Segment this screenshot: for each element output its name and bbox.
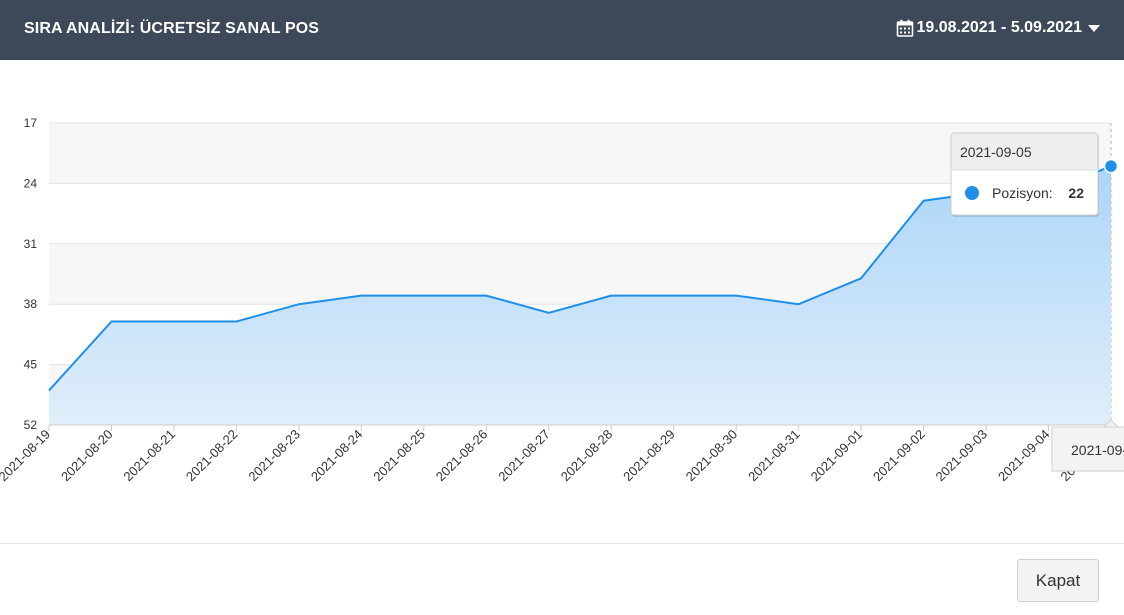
chart-tooltip: 2021-09-05 Pozisyon: 22 — [950, 132, 1099, 217]
x-tick-label: 2021-08-21 — [120, 427, 178, 485]
footer-divider — [0, 543, 1124, 544]
tooltip-label: Pozisyon: — [992, 185, 1053, 201]
x-tick-label: 2021-08-20 — [58, 427, 116, 485]
x-tick-label: 2021-08-19 — [0, 427, 53, 485]
calendar-icon — [896, 19, 913, 37]
tooltip-header-bg — [951, 133, 1098, 170]
x-tick-label: 2021-08-29 — [620, 427, 678, 485]
x-tick-label: 2021-08-25 — [370, 427, 428, 485]
caret-down-icon — [1088, 25, 1100, 32]
y-tick-label: 24 — [24, 176, 38, 190]
x-tick-label: 2021-08-30 — [683, 427, 741, 485]
tooltip-date: 2021-09-05 — [960, 144, 1032, 160]
y-tick-label: 52 — [24, 418, 38, 432]
y-tick-label: 45 — [24, 358, 38, 372]
crosshair-label: 2021-09-05 — [1051, 419, 1124, 472]
crosshair-label-text: 2021-09-05 — [1071, 442, 1124, 458]
y-tick-label: 17 — [24, 116, 38, 130]
series-points — [1103, 158, 1119, 174]
series-line — [48, 165, 1112, 392]
series-area — [49, 166, 1111, 425]
y-tick-label: 38 — [24, 297, 38, 311]
x-tick-label: 2021-08-22 — [183, 427, 241, 485]
x-tick-label: 2021-09-04 — [995, 427, 1053, 485]
x-tick-label: 2021-09-03 — [933, 427, 991, 485]
x-tick-label: 2021-08-24 — [308, 427, 366, 485]
series-point-hover — [1103, 158, 1119, 174]
tooltip-series-marker — [965, 186, 979, 200]
modal-title: SIRA ANALİZİ: ÜCRETSİZ SANAL POS — [24, 20, 320, 37]
x-tick-label: 2021-08-28 — [558, 427, 616, 485]
x-axis: 2021-08-19 2021-08-20 2021-08-21 2021-08-22… — [0, 424, 1115, 485]
x-tick-label: 2021-08-27 — [495, 427, 553, 485]
crosshair-label-box — [1051, 426, 1124, 472]
y-axis: 17 24 31 38 45 52 — [24, 116, 38, 432]
date-range-picker[interactable]: 19.08.2021 - 5.09.2021 — [896, 19, 1100, 37]
x-tick-label: 2021-09-01 — [808, 427, 866, 485]
x-tick-label: 2021-08-23 — [245, 427, 303, 485]
y-tick-label: 31 — [24, 237, 38, 251]
modal-header: SIRA ANALİZİ: ÜCRETSİZ SANAL POS 19.08.2… — [0, 0, 1124, 60]
tooltip-value: 22 — [1068, 185, 1084, 201]
plot-band — [49, 123, 1111, 184]
x-tick-label: 2021-09-02 — [870, 427, 928, 485]
close-button[interactable]: Kapat — [1017, 559, 1099, 602]
x-tick-label: 2021-08-26 — [433, 427, 491, 485]
date-range-text: 19.08.2021 - 5.09.2021 — [916, 19, 1082, 36]
x-tick-label: 2021-08-31 — [745, 427, 803, 485]
position-chart: 17 24 31 38 45 52 2021-08-19 2021-08-20 2021-08… — [0, 60, 1124, 540]
crosshair-label-arrow — [1102, 419, 1120, 428]
